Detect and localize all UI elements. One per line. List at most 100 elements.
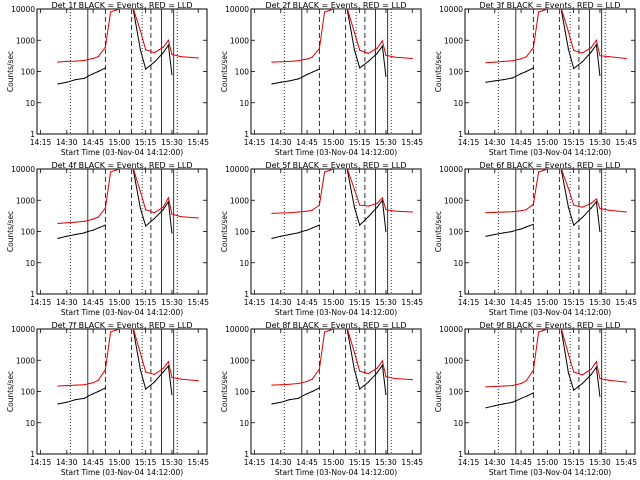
events-point xyxy=(525,70,527,73)
events-point xyxy=(97,390,99,393)
x-tick-label: 14:30 xyxy=(270,458,292,467)
events-point xyxy=(376,206,378,208)
x-tick-label: 15:15 xyxy=(135,138,157,147)
lld-point xyxy=(346,169,348,170)
events-point xyxy=(289,233,291,236)
x-tick-label: 14:15 xyxy=(30,458,52,467)
lld-series-line xyxy=(57,169,199,224)
events-point xyxy=(385,75,387,77)
plot-frame xyxy=(36,8,208,135)
lld-point xyxy=(385,54,387,56)
lld-point xyxy=(555,169,557,170)
y-tick-label: 10 xyxy=(239,259,249,268)
events-point xyxy=(271,403,273,405)
plot-frame xyxy=(464,168,636,295)
x-tick-label: 14:30 xyxy=(270,138,292,147)
x-tick-label: 14:45 xyxy=(510,458,532,467)
x-tick-label: 15:15 xyxy=(563,298,585,307)
y-tick-label: 1 xyxy=(244,450,249,459)
lld-point xyxy=(139,352,141,354)
lld-point xyxy=(153,212,155,214)
events-point xyxy=(153,61,155,63)
y-tick-label: 100 xyxy=(21,388,36,397)
events-point xyxy=(359,224,361,226)
plot-title: Det 5f BLACK = Events, RED = LLD xyxy=(265,161,406,170)
lld-point xyxy=(573,49,575,52)
events-point xyxy=(289,80,291,82)
lld-point xyxy=(87,219,89,222)
x-axis-label: Start Time (03-Nov-04 14:12:00) xyxy=(275,468,397,477)
lld-point xyxy=(520,210,522,212)
events-point xyxy=(87,230,89,233)
events-point xyxy=(57,237,59,239)
lld-point xyxy=(503,385,505,387)
lld-point xyxy=(599,207,601,209)
lld-point xyxy=(341,169,343,170)
y-tick-label: 1000 xyxy=(230,196,249,205)
lld-point xyxy=(66,385,68,387)
events-point xyxy=(503,79,505,81)
lld-point xyxy=(573,371,575,373)
events-point xyxy=(485,81,487,83)
events-point xyxy=(139,207,141,209)
events-point xyxy=(297,397,299,399)
lld-point xyxy=(83,384,85,386)
events-point xyxy=(494,80,496,82)
x-tick-label: 14:15 xyxy=(458,458,480,467)
events-point xyxy=(595,201,598,203)
lld-point xyxy=(599,377,601,380)
lld-point xyxy=(162,367,164,369)
x-tick-label: 15:45 xyxy=(187,138,209,147)
x-tick-label: 15:45 xyxy=(615,138,637,147)
lld-point xyxy=(341,9,343,10)
events-point xyxy=(139,49,141,51)
plot-frame xyxy=(36,328,208,455)
x-tick-label: 15:45 xyxy=(401,298,423,307)
y-axis-label: Counts/sec xyxy=(434,211,443,252)
events-point xyxy=(573,67,575,70)
lld-point xyxy=(75,221,77,223)
lld-point xyxy=(560,9,562,10)
plot-panel: Det 1f BLACK = Events, RED = LLD 1 10 100 10… xyxy=(6,1,209,157)
lld-point xyxy=(394,377,396,380)
x-tick-label: 15:30 xyxy=(161,458,183,467)
events-point xyxy=(511,401,513,403)
lld-point xyxy=(608,379,610,381)
plot-frame xyxy=(250,328,422,455)
plot-title: Det 3f BLACK = Events, RED = LLD xyxy=(479,1,620,10)
x-tick-label: 15:15 xyxy=(135,458,157,467)
events-point xyxy=(367,216,369,218)
lld-point xyxy=(162,206,164,208)
y-tick-label: 10000 xyxy=(439,165,463,174)
y-axis-label: Counts/sec xyxy=(220,51,229,92)
lld-point xyxy=(92,218,94,220)
lld-point xyxy=(280,212,282,214)
lld-point xyxy=(297,211,299,213)
y-tick-label: 10000 xyxy=(11,5,35,14)
y-axis-label: Counts/sec xyxy=(6,371,15,412)
lld-point xyxy=(280,61,282,63)
lld-point xyxy=(590,47,592,49)
x-tick-label: 14:15 xyxy=(244,298,266,307)
y-tick-label: 1000 xyxy=(444,196,463,205)
events-point xyxy=(599,74,601,76)
lld-point xyxy=(83,220,85,222)
plot-panel: Det 6f BLACK = Events, RED = LLD 1 10 100 10… xyxy=(434,161,637,317)
events-point xyxy=(485,407,487,409)
events-point xyxy=(503,403,505,405)
x-tick-label: 14:30 xyxy=(484,458,506,467)
x-tick-label: 15:00 xyxy=(109,138,131,147)
events-point xyxy=(376,52,378,55)
y-tick-label: 1000 xyxy=(444,356,463,365)
events-point xyxy=(297,232,299,234)
events-point xyxy=(590,207,592,209)
y-tick-label: 10000 xyxy=(439,5,463,14)
lld-point xyxy=(567,187,570,189)
y-tick-label: 1000 xyxy=(16,36,35,45)
events-point xyxy=(353,49,355,51)
lld-point xyxy=(520,58,522,60)
lld-point xyxy=(581,206,584,208)
x-tick-label: 14:15 xyxy=(458,138,480,147)
lld-point xyxy=(110,331,112,333)
x-tick-label: 15:15 xyxy=(349,458,371,467)
